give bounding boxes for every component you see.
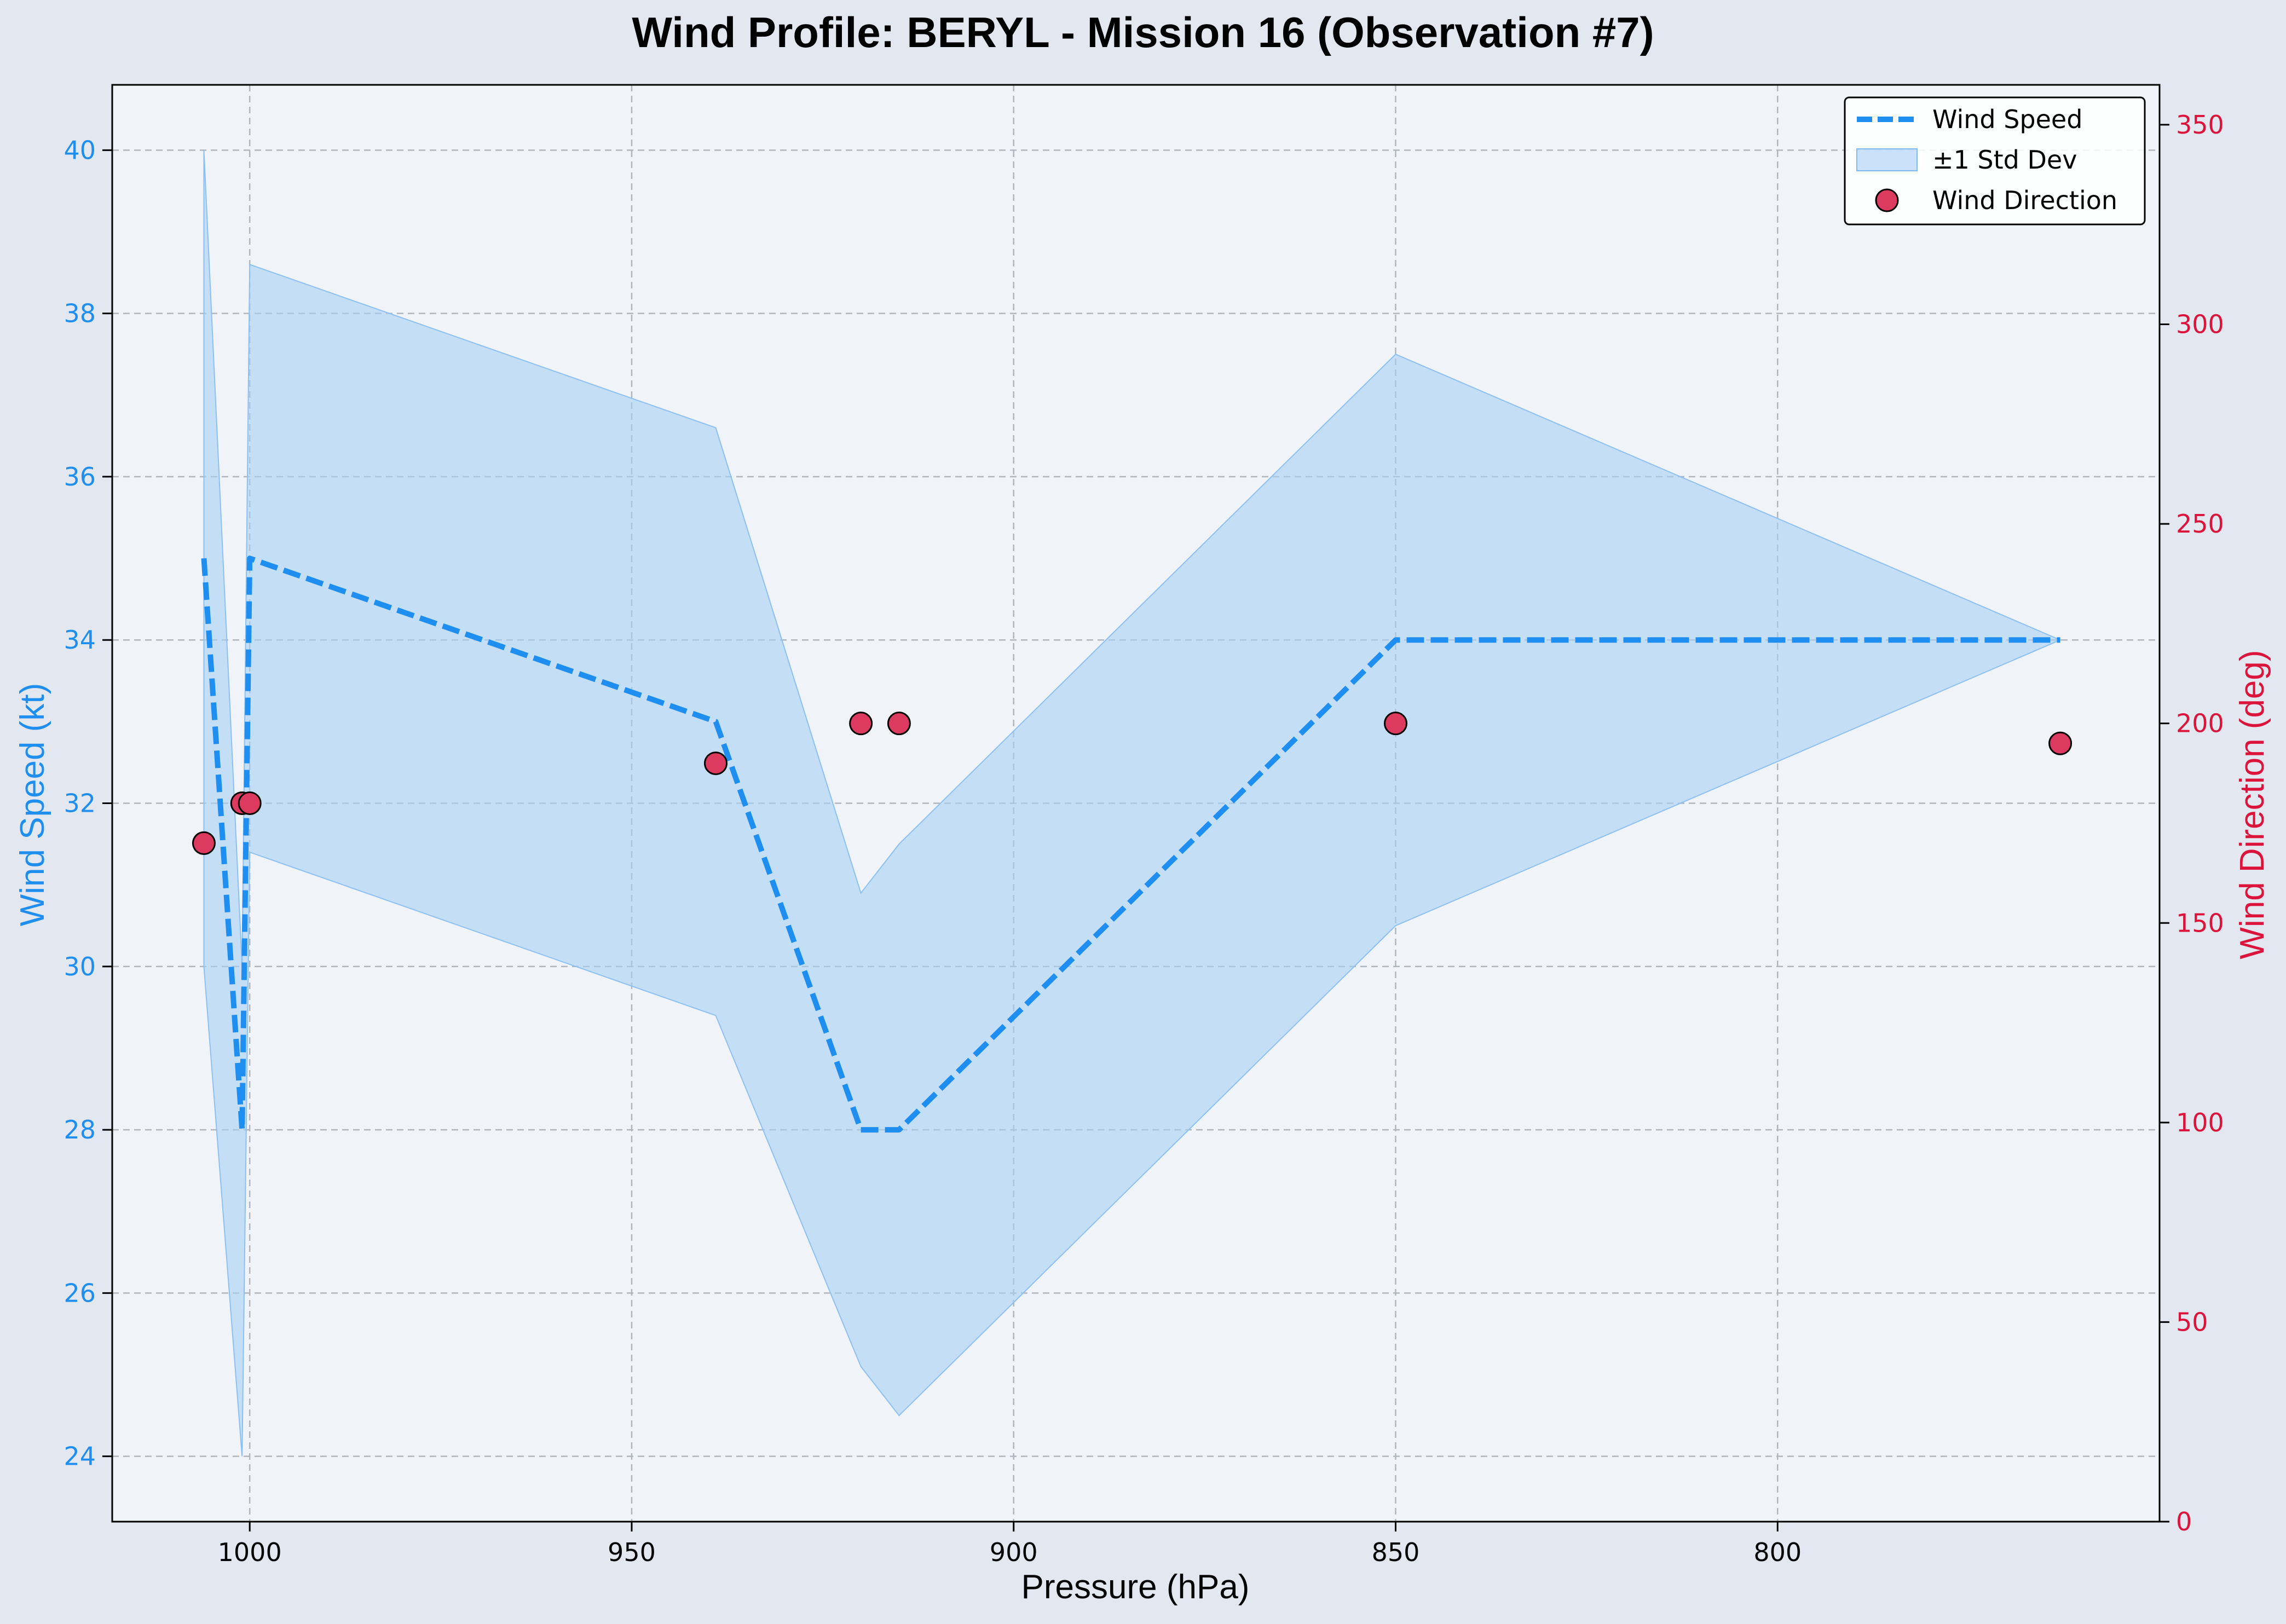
wind-direction-point: [849, 712, 873, 736]
legend-wind-speed-label: Wind Speed: [1932, 105, 2082, 134]
wind-direction-point: [192, 831, 216, 855]
right-y-tick-label: 100: [2176, 1108, 2224, 1137]
left-y-tick-label: 32: [64, 789, 96, 818]
wind-direction-point: [703, 752, 728, 776]
legend-std-dev-swatch: [1856, 148, 1918, 171]
legend: Wind Speed ±1 Std Dev Wind Direction: [1844, 96, 2146, 226]
left-y-tick-label: 26: [64, 1278, 96, 1308]
right-y-axis-ticks: 0 50 100 150 200 250 300 350: [2160, 110, 2224, 1536]
right-y-tick-label: 350: [2176, 110, 2224, 140]
wind-direction-points-layer: [192, 712, 2073, 855]
wind-direction-point: [238, 791, 262, 815]
wind-direction-point: [887, 712, 911, 736]
legend-std-dev-label: ±1 Std Dev: [1932, 145, 2077, 175]
x-axis-ticks: 1000 950 900 850 800: [218, 1522, 1802, 1567]
left-y-tick-label: 36: [64, 462, 96, 492]
right-y-tick-label: 300: [2176, 310, 2224, 339]
wind-direction-point: [2048, 731, 2073, 755]
x-tick-label: 800: [1753, 1538, 1802, 1567]
x-tick-label: 1000: [218, 1538, 282, 1567]
x-tick-label: 900: [990, 1538, 1038, 1567]
std-dev-band-layer: [203, 150, 2062, 1457]
left-y-axis-label: Wind Speed (kt): [14, 683, 51, 927]
right-y-tick-label: 150: [2176, 908, 2224, 938]
x-tick-label: 950: [608, 1538, 656, 1567]
wind-direction-point: [1383, 712, 1407, 736]
chart-title: Wind Profile: BERYL - Mission 16 (Observ…: [632, 8, 1654, 56]
right-y-tick-label: 200: [2176, 709, 2224, 738]
left-y-tick-label: 38: [64, 299, 96, 328]
left-y-axis-ticks: 24 26 28 30 32 34 36 38 40: [64, 135, 112, 1471]
legend-wind-direction-label: Wind Direction: [1932, 186, 2117, 215]
right-y-tick-label: 250: [2176, 509, 2224, 539]
x-axis-label: Pressure (hPa): [1021, 1568, 1250, 1606]
left-y-tick-label: 28: [64, 1115, 96, 1145]
wind-speed-line-layer: [201, 556, 2060, 1133]
x-tick-label: 850: [1372, 1538, 1420, 1567]
std-dev-band: [203, 150, 2062, 1457]
wind-speed-line: [201, 556, 2060, 1133]
right-y-tick-label: 50: [2176, 1307, 2208, 1337]
legend-wind-direction-swatch: [1875, 188, 1899, 212]
left-y-tick-label: 30: [64, 952, 96, 981]
legend-frame: [1844, 96, 2146, 226]
right-y-tick-label: 0: [2176, 1507, 2192, 1536]
left-y-tick-label: 34: [64, 625, 96, 655]
left-y-tick-label: 24: [64, 1442, 96, 1471]
right-y-axis-label: Wind Direction (deg): [2233, 650, 2271, 959]
left-y-tick-label: 40: [64, 135, 96, 165]
